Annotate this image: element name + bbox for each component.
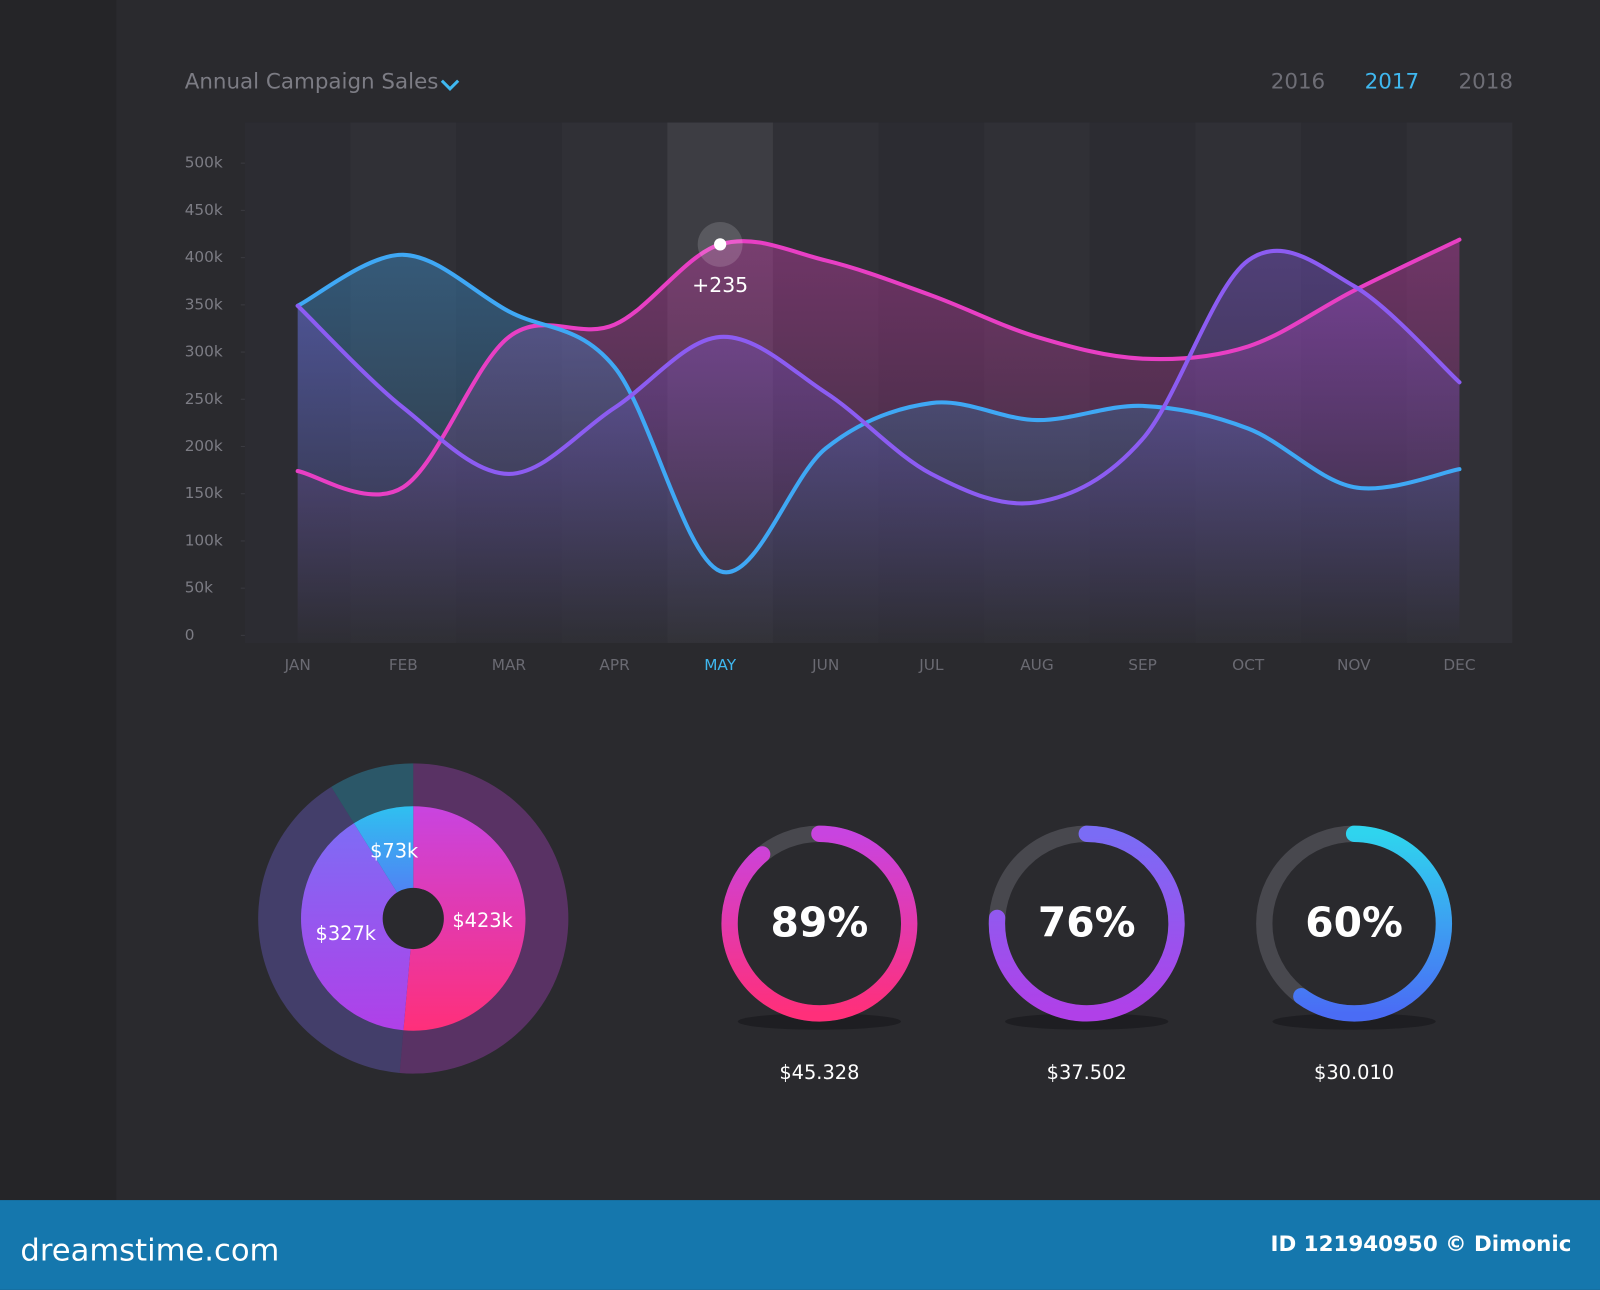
y-tick-label: 250k xyxy=(185,390,223,408)
gauge-arc xyxy=(988,825,1185,1022)
x-tick-label: NOV xyxy=(1337,656,1371,674)
x-tick-label: DEC xyxy=(1443,656,1475,674)
gauge-value: 89% xyxy=(771,899,869,947)
x-tick-label: APR xyxy=(599,656,630,674)
y-tick-label: 450k xyxy=(185,201,223,219)
footer-brand: dreamstime.com xyxy=(20,1234,279,1269)
x-tick-label: OCT xyxy=(1232,656,1265,674)
y-tick-label: 50k xyxy=(185,579,213,597)
dropdown-chevron[interactable] xyxy=(440,79,460,92)
gauge-caption: $30.010 xyxy=(1314,1061,1394,1084)
x-tick-label: JUN xyxy=(811,656,839,674)
slice-label: $73k xyxy=(370,839,419,862)
gauge-caption: $45.328 xyxy=(779,1061,859,1084)
year-tab[interactable]: 2016 xyxy=(1271,70,1325,95)
annotation: +235 xyxy=(692,273,748,297)
x-tick-label: JUL xyxy=(918,656,944,674)
x-tick-label: SEP xyxy=(1128,656,1157,674)
gauge-value: 76% xyxy=(1038,899,1136,947)
y-tick-label: 200k xyxy=(185,437,223,455)
x-tick-label: JAN xyxy=(284,656,311,674)
year-tab[interactable]: 2018 xyxy=(1458,70,1512,95)
line xyxy=(295,248,1462,506)
y-tick-label: 400k xyxy=(185,248,223,266)
y-tick-label: 300k xyxy=(185,343,223,361)
y-tick-label: 150k xyxy=(185,484,223,502)
pie-hole xyxy=(382,887,444,950)
marker xyxy=(714,238,727,251)
x-tick-label: AUG xyxy=(1020,656,1054,674)
chart-title[interactable]: Annual Campaign Sales xyxy=(185,70,439,95)
line xyxy=(295,237,1462,497)
sidebar xyxy=(0,0,117,1201)
y-tick-label: 350k xyxy=(185,295,223,313)
gauge-arc xyxy=(1293,825,1453,1022)
area xyxy=(297,250,1460,643)
line xyxy=(295,252,1462,575)
gauge-caption: $37.502 xyxy=(1047,1061,1127,1084)
slice-label: $327k xyxy=(316,922,377,945)
footer-band xyxy=(0,1200,1600,1290)
gauge-value: 60% xyxy=(1305,899,1403,947)
pie-slice xyxy=(301,823,414,1031)
x-tick-label: FEB xyxy=(389,656,418,674)
footer-credit: ID 121940950 © Dimonic xyxy=(1270,1232,1571,1257)
pie-slice xyxy=(353,806,414,919)
pie-slice xyxy=(403,806,526,1031)
y-tick-label: 100k xyxy=(185,531,223,549)
year-tab[interactable]: 2017 xyxy=(1365,70,1419,95)
x-tick-label: MAY xyxy=(704,656,736,674)
x-tick-label: MAR xyxy=(492,656,527,674)
gauge-arc xyxy=(721,825,918,1022)
slice-label: $423k xyxy=(452,909,513,932)
y-tick-label: 0 xyxy=(185,626,195,644)
y-tick-label: 500k xyxy=(185,154,223,172)
